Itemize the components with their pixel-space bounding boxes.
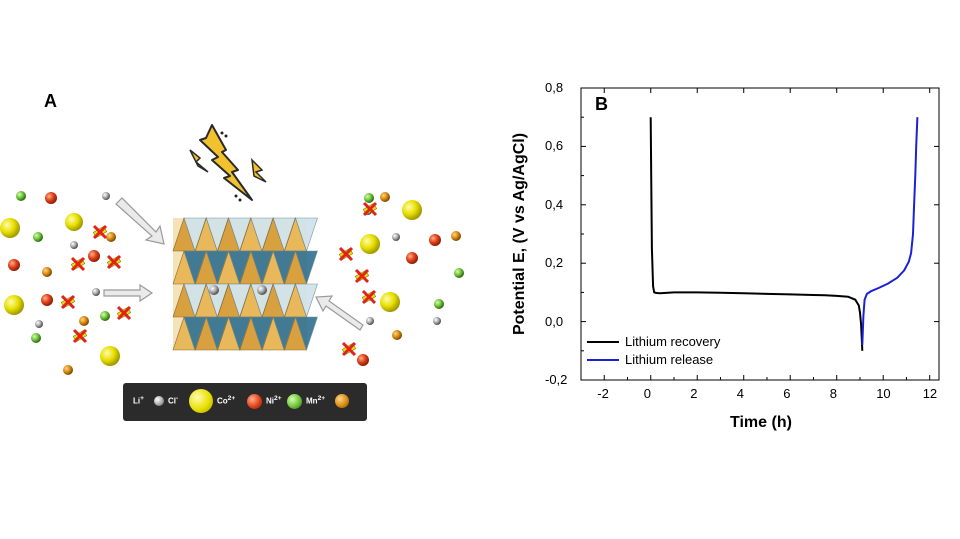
ion-ball: [100, 346, 120, 366]
ion-ball: [92, 288, 100, 296]
ion-ball: [402, 200, 422, 220]
ion-ball: [31, 333, 41, 343]
ion-ball: [366, 317, 374, 325]
legend-li-ball: [335, 394, 349, 408]
x-tick-label: 4: [736, 386, 744, 401]
ion-ball: [0, 218, 20, 238]
x-tick-label: 0: [643, 386, 651, 401]
ion-ball: [70, 241, 78, 249]
ion-ball: [454, 268, 464, 278]
blocked-x-stroke: [106, 254, 122, 270]
x-tick-label: -2: [597, 386, 609, 401]
series-line: [861, 117, 919, 346]
crystal-lattice: [172, 217, 318, 351]
lattice-tetrahedron: [295, 217, 318, 252]
x-tick-label: 6: [783, 386, 791, 401]
legend-co-ball: [189, 389, 213, 413]
y-tick-label: 0,0: [545, 313, 564, 329]
blocked-x-stroke: [361, 289, 377, 305]
blocked-x-stroke: [70, 256, 86, 272]
ion-ball: [380, 292, 400, 312]
legend-co-label: Co2+: [217, 395, 236, 406]
ion-ball: [45, 192, 57, 204]
chart-series: [649, 117, 919, 351]
ion-ball: [33, 232, 43, 242]
potential-time-chart: [580, 87, 940, 381]
ion-ball: [16, 191, 26, 201]
ion-ball: [392, 330, 402, 340]
y-tick-label: 0,4: [545, 196, 564, 212]
x-axis-title: Time (h): [730, 414, 792, 431]
ion-ball: [8, 259, 20, 271]
legend-ni-ball: [247, 394, 262, 409]
legend-li-label: Li+: [133, 395, 144, 406]
ion-ball: [42, 267, 52, 277]
ion-ball: [65, 213, 83, 231]
blocked-x-stroke: [60, 294, 76, 310]
y-axis-title: Potential E, (V vs Ag/AgCl): [511, 132, 528, 336]
ion-legend: Li+ Cl- Co2+ Ni2+ Mn2+: [123, 383, 367, 421]
ion-ball: [41, 294, 53, 306]
legend-entry: Lithium release: [625, 352, 714, 367]
blocked-x-stroke: [341, 341, 357, 357]
legend-mn-ball: [287, 394, 302, 409]
ion-ball: [364, 193, 374, 203]
legend-cl-ball: [154, 396, 164, 406]
lithium-extraction-schematic: [0, 124, 464, 375]
legend-entry: Lithium recovery: [625, 334, 721, 349]
ion-ball: [63, 365, 73, 375]
ion-ball: [392, 233, 400, 241]
lattice-li-ion: [209, 285, 219, 295]
ion-ball: [100, 311, 110, 321]
blocked-x-stroke: [354, 268, 370, 284]
panel-b-chart: -2 0 2 4 6 8 10 12 -0,2 0,0 0,2 0,4 0,6 0,8 Lithium re…: [480, 0, 960, 539]
ion-ball: [35, 320, 43, 328]
x-tick-label: 12: [922, 386, 938, 401]
ion-ball: [88, 250, 100, 262]
ion-ball: [79, 316, 89, 326]
ion-ball: [360, 234, 380, 254]
legend-cl-label: Cl-: [168, 395, 179, 406]
ion-ball: [106, 232, 116, 242]
panel-b-label: B: [595, 94, 608, 114]
ion-ball: [357, 354, 369, 366]
ion-ball: [433, 317, 441, 325]
blocked-ion-icon: [60, 201, 378, 357]
series-line: [649, 117, 864, 351]
y-tick-label: 0,2: [545, 255, 564, 271]
blocked-x-stroke: [338, 246, 354, 262]
legend-ni-label: Ni2+: [266, 395, 282, 406]
blocked-x-stroke: [116, 305, 132, 321]
x-tick-label: 10: [876, 386, 891, 401]
ion-ball: [102, 192, 110, 200]
ion-ball: [451, 231, 461, 241]
x-tick-label: 2: [690, 386, 698, 401]
blocked-x-stroke: [92, 224, 108, 240]
chart-legend: [587, 341, 619, 361]
y-tick-label: -0,2: [545, 372, 568, 387]
lattice-tetrahedron: [295, 316, 318, 351]
blocked-x-stroke: [72, 328, 88, 344]
ion-ball: [434, 299, 444, 309]
ion-ball: [406, 252, 418, 264]
y-tick-label: 0,8: [545, 80, 564, 95]
lattice-tetrahedron: [295, 283, 318, 318]
ion-ball: [429, 234, 441, 246]
ion-ball: [4, 295, 24, 315]
panel-a-label: A: [44, 91, 57, 111]
lattice-tetrahedron: [295, 250, 318, 285]
legend-mn-label: Mn2+: [306, 395, 326, 406]
axis-ticks: [581, 87, 939, 381]
x-tick-label: 8: [829, 386, 837, 401]
y-tick-label: 0,6: [545, 138, 564, 154]
ion-ball: [380, 192, 390, 202]
lightning-icon: [189, 124, 267, 202]
ion-particles: [0, 191, 464, 375]
lattice-li-ion: [257, 285, 267, 295]
blocked-x-stroke: [362, 201, 378, 217]
arrow-icon: [103, 197, 364, 331]
